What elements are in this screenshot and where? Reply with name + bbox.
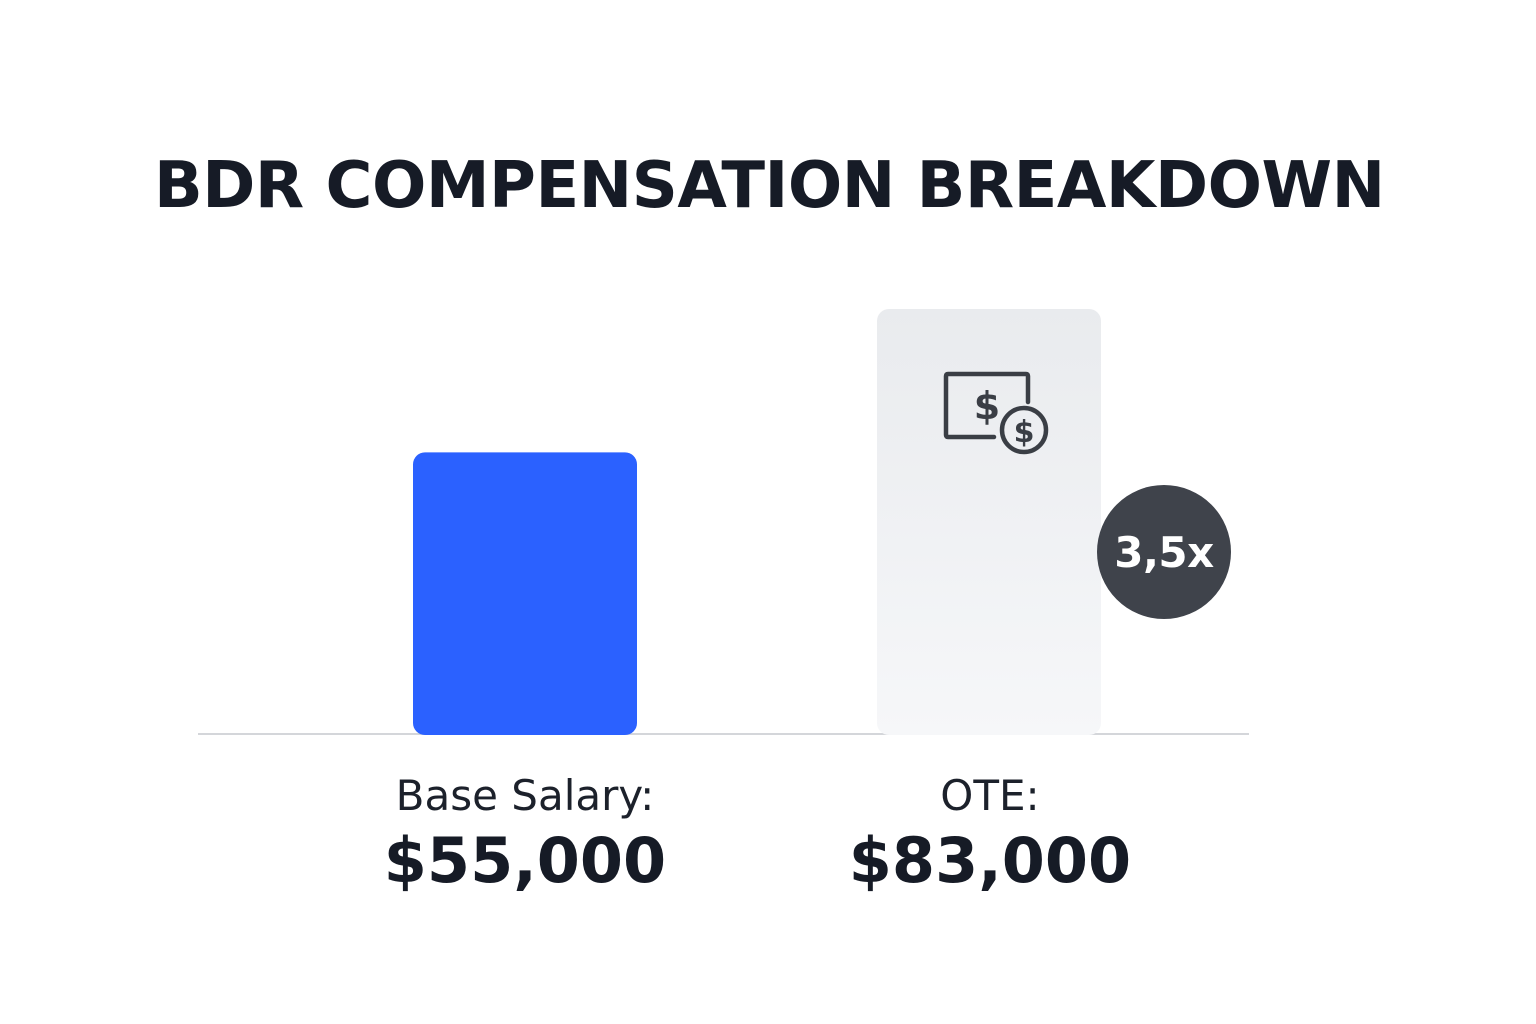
svg-text:$: $ — [974, 384, 1000, 428]
bar-ote — [877, 309, 1101, 735]
value-label-ote: $83,000 — [848, 824, 1132, 897]
money-bill-dollar-icon: $ $ — [943, 371, 1049, 455]
multiplier-label: 3,5x — [1114, 527, 1214, 577]
category-label-ote: OTE: — [940, 771, 1040, 820]
multiplier-badge: 3,5x — [1097, 485, 1231, 619]
bar-base-salary — [413, 452, 637, 735]
svg-text:$: $ — [1014, 415, 1035, 450]
chart-title: BDR COMPENSATION BREAKDOWN — [154, 149, 1385, 223]
value-label-base-salary: $55,000 — [383, 824, 667, 897]
category-label-base-salary: Base Salary: — [395, 771, 655, 820]
